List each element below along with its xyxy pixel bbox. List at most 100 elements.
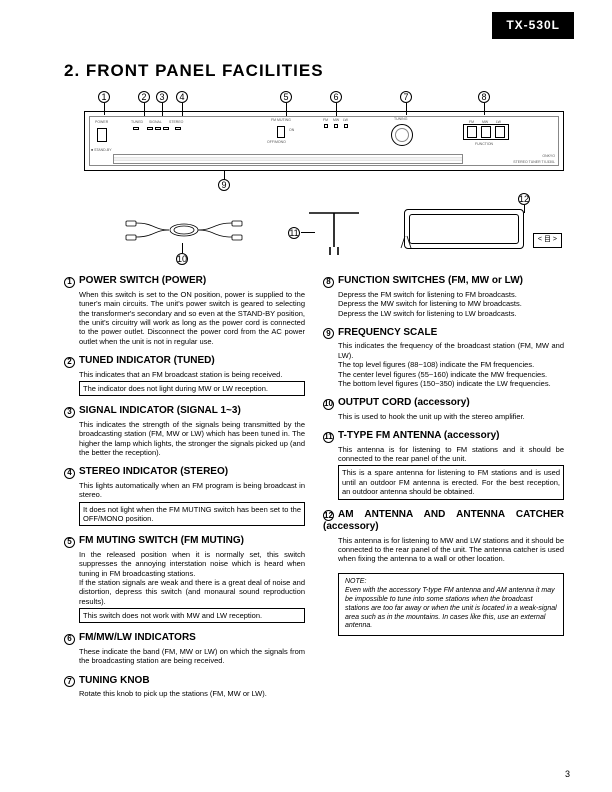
boxed-note: This is a spare antenna for listening to… (338, 465, 564, 499)
desc-item-11: 11T-TYPE FM ANTENNA (accessory) This ante… (323, 430, 564, 499)
label-power: POWER (95, 120, 108, 124)
desc-title: 6FM/MW/LW INDICATORS (64, 632, 305, 645)
desc-body: Rotate this knob to pick up the stations… (79, 689, 305, 698)
desc-item-1: 1POWER SWITCH (POWER) When this switch is… (64, 275, 305, 346)
callout-9: 9 (218, 179, 230, 191)
label-stereo: STEREO (169, 120, 183, 124)
desc-title: 10OUTPUT CORD (accessory) (323, 397, 564, 410)
desc-body: The bottom level figures (150~350) indic… (338, 379, 564, 388)
catcher-label: < 目 > (533, 233, 562, 248)
boxed-note: The indicator does not light during MW o… (79, 381, 305, 396)
desc-item-10: 10OUTPUT CORD (accessory) This is used to… (323, 397, 564, 421)
desc-body: Depress the FM switch for listening to F… (338, 290, 564, 299)
desc-body: This lights automatically when an FM pro… (79, 481, 305, 500)
label-tuned: TUNED (131, 120, 143, 124)
desc-title: 7TUNING KNOB (64, 675, 305, 688)
circled-number: 3 (64, 407, 75, 418)
circled-number: 2 (64, 357, 75, 368)
circled-number: 6 (64, 634, 75, 645)
circled-number: 10 (323, 399, 334, 410)
model-badge: TX-530L (492, 12, 574, 39)
front-panel-diagram: 1 2 3 4 5 6 7 8 POWER ■ STAND-BY TUNED S… (64, 91, 564, 191)
callout-7: 7 (400, 91, 412, 103)
output-cord-graphic (124, 217, 244, 243)
panel-outline: POWER ■ STAND-BY TUNED SIGNAL STEREO FM … (84, 111, 564, 171)
desc-title: 8FUNCTION SWITCHES (FM, MW or LW) (323, 275, 564, 288)
desc-title: 1POWER SWITCH (POWER) (64, 275, 305, 288)
desc-body: This indicates the strength of the signa… (79, 420, 305, 458)
callout-3: 3 (156, 91, 168, 103)
note-box: NOTE:Even with the accessory T-type FM a… (338, 573, 564, 637)
right-column: 8FUNCTION SWITCHES (FM, MW or LW) Depress… (323, 275, 564, 707)
section-title: 2. FRONT PANEL FACILITIES (64, 60, 564, 81)
desc-body: The center level figures (55~160) indica… (338, 370, 564, 379)
desc-body: Depress the MW switch for listening to M… (338, 299, 564, 308)
desc-body: Depress the LW switch for listening to L… (338, 309, 564, 318)
page-number: 3 (565, 769, 570, 780)
callout-4: 4 (176, 91, 188, 103)
label-modelline: STEREO TUNER TX-530L (513, 160, 555, 164)
label-standby: ■ STAND-BY (91, 148, 112, 152)
desc-title: 11T-TYPE FM ANTENNA (accessory) (323, 430, 564, 443)
boxed-note: It does not light when the FM MUTING swi… (79, 502, 305, 527)
circled-number: 11 (323, 432, 334, 443)
circled-number: 8 (323, 277, 334, 288)
callout-6: 6 (330, 91, 342, 103)
callout-12: 12 (518, 193, 530, 205)
desc-item-12: 12AM ANTENNA AND ANTENNA CATCHER (access… (323, 509, 564, 564)
desc-item-8: 8FUNCTION SWITCHES (FM, MW or LW) Depress… (323, 275, 564, 318)
desc-body: These indicate the band (FM, MW or LW) o… (79, 647, 305, 666)
label-muting: FM MUTING (271, 118, 291, 122)
desc-item-6: 6FM/MW/LW INDICATORS These indicate the b… (64, 632, 305, 665)
label-signal: SIGNAL (149, 120, 162, 124)
label-fm: FM (323, 118, 328, 122)
desc-body: This indicates the frequency of the broa… (338, 341, 564, 360)
desc-item-7: 7TUNING KNOBRotate this knob to pick up … (64, 675, 305, 699)
note-body: Even with the accessory T-type FM antenn… (345, 587, 557, 631)
desc-title: 9FREQUENCY SCALE (323, 327, 564, 340)
desc-title: 12AM ANTENNA AND ANTENNA CATCHER (access… (323, 509, 564, 534)
desc-body: This antenna is for listening to MW and … (338, 536, 564, 564)
desc-body: This antenna is for listening to FM stat… (338, 445, 564, 464)
desc-title: 4STEREO INDICATOR (STEREO) (64, 466, 305, 479)
desc-item-5: 5FM MUTING SWITCH (FM MUTING) In the rele… (64, 535, 305, 623)
label-lw: LW (343, 118, 348, 122)
callout-5: 5 (280, 91, 292, 103)
callout-2: 2 (138, 91, 150, 103)
am-antenna-graphic (404, 209, 524, 249)
label-function: FUNCTION (475, 142, 493, 146)
label-offmono: OFF/MONO (267, 140, 286, 144)
callout-8: 8 (478, 91, 490, 103)
desc-title: 5FM MUTING SWITCH (FM MUTING) (64, 535, 305, 548)
desc-body: When this switch is set to the ON positi… (79, 290, 305, 346)
label-tuning: TUNING (394, 117, 407, 121)
desc-body: This indicates that an FM broadcast stat… (79, 370, 305, 379)
circled-number: 4 (64, 468, 75, 479)
desc-title: 2TUNED INDICATOR (TUNED) (64, 355, 305, 368)
callout-11: 11 (288, 227, 300, 239)
circled-number: 1 (64, 277, 75, 288)
desc-body: The top level figures (88~108) indicate … (338, 360, 564, 369)
desc-item-3: 3SIGNAL INDICATOR (SIGNAL 1~3) This indic… (64, 405, 305, 457)
circled-number: 12 (323, 510, 334, 521)
label-on: ON (289, 128, 294, 132)
circled-number: 5 (64, 537, 75, 548)
callout-1: 1 (98, 91, 110, 103)
desc-title: 3SIGNAL INDICATOR (SIGNAL 1~3) (64, 405, 305, 418)
boxed-note: This switch does not work with MW and LW… (79, 608, 305, 623)
label-brand: ONKYO (542, 154, 555, 158)
note-title: NOTE: (345, 578, 557, 587)
frequency-scale-graphic (113, 154, 463, 164)
desc-body: If the station signals are weak and ther… (79, 578, 305, 606)
label-mw: MW (333, 118, 339, 122)
desc-body: This is used to hook the unit up with th… (338, 412, 564, 421)
desc-body: In the released position when it is norm… (79, 550, 305, 578)
left-column: 1POWER SWITCH (POWER) When this switch is… (64, 275, 305, 707)
desc-item-4: 4STEREO INDICATOR (STEREO) This lights au… (64, 466, 305, 526)
accessories-diagram: 10 11 12 (64, 199, 564, 269)
desc-item-2: 2TUNED INDICATOR (TUNED) This indicates t… (64, 355, 305, 396)
desc-item-9: 9FREQUENCY SCALEThis indicates the frequ… (323, 327, 564, 388)
callout-10: 10 (176, 253, 188, 265)
circled-number: 9 (323, 328, 334, 339)
circled-number: 7 (64, 676, 75, 687)
